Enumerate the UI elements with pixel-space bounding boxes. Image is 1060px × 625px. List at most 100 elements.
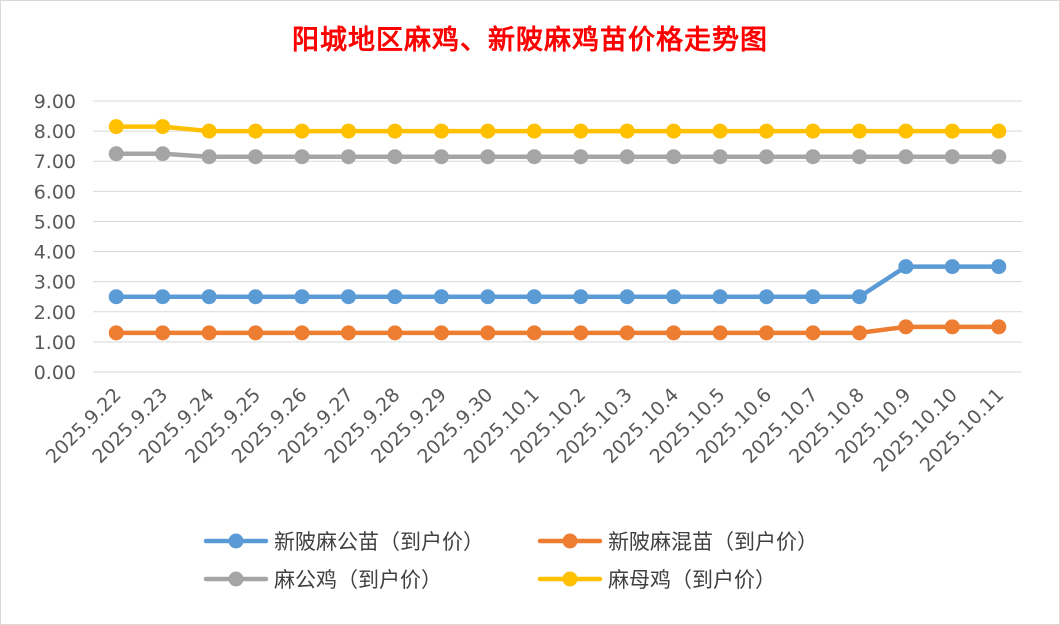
data-point bbox=[944, 149, 960, 165]
y-tick-label: 1.00 bbox=[34, 332, 76, 354]
legend-item: 新陂麻混苗（到户价） bbox=[537, 530, 818, 554]
data-point bbox=[851, 289, 867, 305]
data-point bbox=[619, 149, 635, 165]
y-tick-label: 6.00 bbox=[34, 181, 76, 203]
data-point bbox=[201, 149, 217, 165]
data-point bbox=[526, 289, 542, 305]
legend-label: 新陂麻混苗（到户价） bbox=[608, 530, 818, 554]
data-point bbox=[666, 325, 682, 341]
legend-label: 新陂麻公苗（到户价） bbox=[274, 530, 484, 554]
data-point bbox=[248, 325, 264, 341]
data-point bbox=[433, 289, 449, 305]
data-point bbox=[433, 325, 449, 341]
data-point bbox=[201, 123, 217, 139]
legend-label: 麻公鸡（到户价） bbox=[274, 568, 442, 592]
data-point bbox=[155, 119, 171, 135]
legend-item: 麻公鸡（到户价） bbox=[203, 568, 442, 592]
data-point bbox=[898, 123, 914, 139]
data-point bbox=[248, 123, 264, 139]
series-line bbox=[113, 264, 1002, 299]
data-point bbox=[433, 149, 449, 165]
series-line bbox=[113, 151, 1002, 159]
y-axis-ticks: 0.00 1.00 2.00 3.00 4.00 5.00 6.00 7.00 8.00 9.00 bbox=[34, 91, 76, 384]
data-point bbox=[294, 325, 310, 341]
data-point bbox=[480, 123, 496, 139]
data-point bbox=[619, 289, 635, 305]
series-line bbox=[113, 324, 1002, 336]
gridlines bbox=[93, 100, 1022, 373]
y-tick-label: 5.00 bbox=[34, 211, 76, 233]
data-point bbox=[433, 123, 449, 139]
x-axis-ticks: 2025.9.222025.9.232025.9.242025.9.252025… bbox=[42, 384, 1008, 476]
data-point bbox=[526, 123, 542, 139]
data-point bbox=[294, 149, 310, 165]
data-point bbox=[991, 149, 1007, 165]
chart-title: 阳城地区麻鸡、新陂麻鸡苗价格走势图 bbox=[292, 25, 768, 56]
series-line bbox=[113, 124, 1002, 134]
data-point bbox=[991, 259, 1007, 275]
data-point bbox=[340, 149, 356, 165]
legend-item: 麻母鸡（到户价） bbox=[537, 568, 776, 592]
data-point bbox=[248, 149, 264, 165]
data-point bbox=[851, 149, 867, 165]
y-tick-label: 7.00 bbox=[34, 151, 76, 173]
data-point bbox=[108, 325, 124, 341]
y-tick-label: 8.00 bbox=[34, 121, 76, 143]
series-lines bbox=[108, 119, 1007, 341]
data-point bbox=[526, 149, 542, 165]
data-point bbox=[573, 123, 589, 139]
data-point bbox=[991, 319, 1007, 335]
data-point bbox=[155, 289, 171, 305]
data-point bbox=[387, 325, 403, 341]
data-point bbox=[340, 325, 356, 341]
data-point bbox=[573, 325, 589, 341]
data-point bbox=[155, 325, 171, 341]
data-point bbox=[759, 149, 775, 165]
data-point bbox=[108, 289, 124, 305]
data-point bbox=[805, 289, 821, 305]
data-point bbox=[712, 325, 728, 341]
data-point bbox=[480, 325, 496, 341]
data-point bbox=[619, 325, 635, 341]
data-point bbox=[712, 149, 728, 165]
data-point bbox=[851, 123, 867, 139]
data-point bbox=[666, 149, 682, 165]
data-point bbox=[340, 289, 356, 305]
data-point bbox=[108, 146, 124, 162]
data-point bbox=[759, 289, 775, 305]
data-point bbox=[805, 123, 821, 139]
data-point bbox=[108, 119, 124, 135]
data-point bbox=[387, 289, 403, 305]
data-point bbox=[480, 149, 496, 165]
y-tick-label: 9.00 bbox=[34, 91, 76, 113]
y-tick-label: 3.00 bbox=[34, 272, 76, 294]
data-point bbox=[759, 325, 775, 341]
data-point bbox=[573, 289, 589, 305]
data-point bbox=[155, 146, 171, 162]
data-point bbox=[712, 123, 728, 139]
data-point bbox=[712, 289, 728, 305]
legend-label: 麻母鸡（到户价） bbox=[608, 568, 776, 592]
data-point bbox=[480, 289, 496, 305]
data-point bbox=[666, 123, 682, 139]
series-4 bbox=[108, 119, 1007, 139]
legend-swatch-marker bbox=[228, 571, 244, 587]
legend-swatch-marker bbox=[228, 533, 244, 549]
data-point bbox=[898, 259, 914, 275]
legend: 新陂麻公苗（到户价） 新陂麻混苗（到户价） 麻公鸡（到户价） 麻母鸡（到户价） bbox=[203, 530, 818, 592]
data-point bbox=[340, 123, 356, 139]
data-point bbox=[944, 319, 960, 335]
data-point bbox=[387, 123, 403, 139]
series-1 bbox=[108, 259, 1007, 305]
data-point bbox=[201, 289, 217, 305]
data-point bbox=[898, 319, 914, 335]
data-point bbox=[294, 289, 310, 305]
data-point bbox=[387, 149, 403, 165]
data-point bbox=[573, 149, 589, 165]
data-point bbox=[201, 325, 217, 341]
y-tick-label: 2.00 bbox=[34, 302, 76, 324]
data-point bbox=[991, 123, 1007, 139]
data-point bbox=[851, 325, 867, 341]
